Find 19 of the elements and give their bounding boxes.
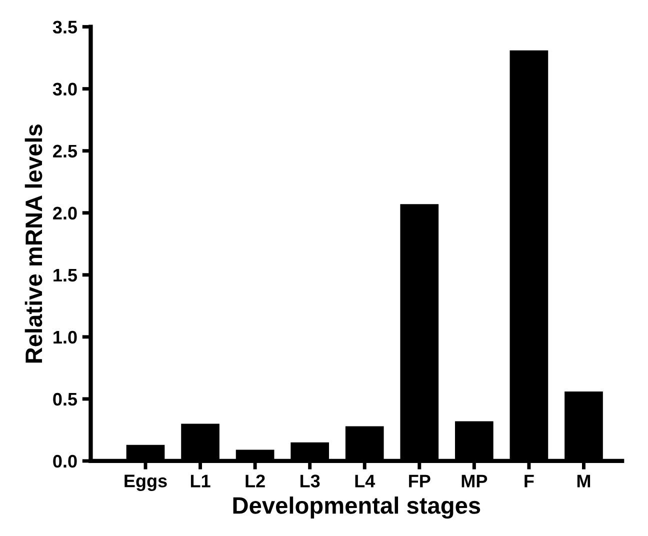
y-tick-label: 1.0 [54, 330, 77, 344]
x-tick-label: FP [409, 474, 430, 488]
y-tick-label: 0.5 [53, 392, 78, 406]
y-tick-label: 0.0 [53, 454, 77, 468]
x-tick-label: F [524, 474, 534, 488]
x-axis-title: Developmental stages [233, 496, 480, 519]
x-tick-label: L2 [246, 474, 265, 488]
x-tick-label: L4 [355, 474, 376, 488]
y-tick-label: 3.0 [52, 82, 77, 96]
y-axis-title: Relative mRNA levels [24, 124, 42, 363]
y-tick-label: 2.0 [53, 206, 77, 220]
y-tick-label: 3.5 [52, 20, 78, 34]
x-tick-label: M [577, 474, 590, 488]
x-tick-label: MP [462, 474, 488, 488]
y-tick-label: 1.5 [54, 269, 78, 282]
x-tick-label: L1 [190, 474, 210, 488]
y-tick-label: 2.5 [53, 144, 78, 158]
x-tick-label: L3 [300, 474, 320, 488]
x-tick-label: Eggs [124, 474, 167, 491]
